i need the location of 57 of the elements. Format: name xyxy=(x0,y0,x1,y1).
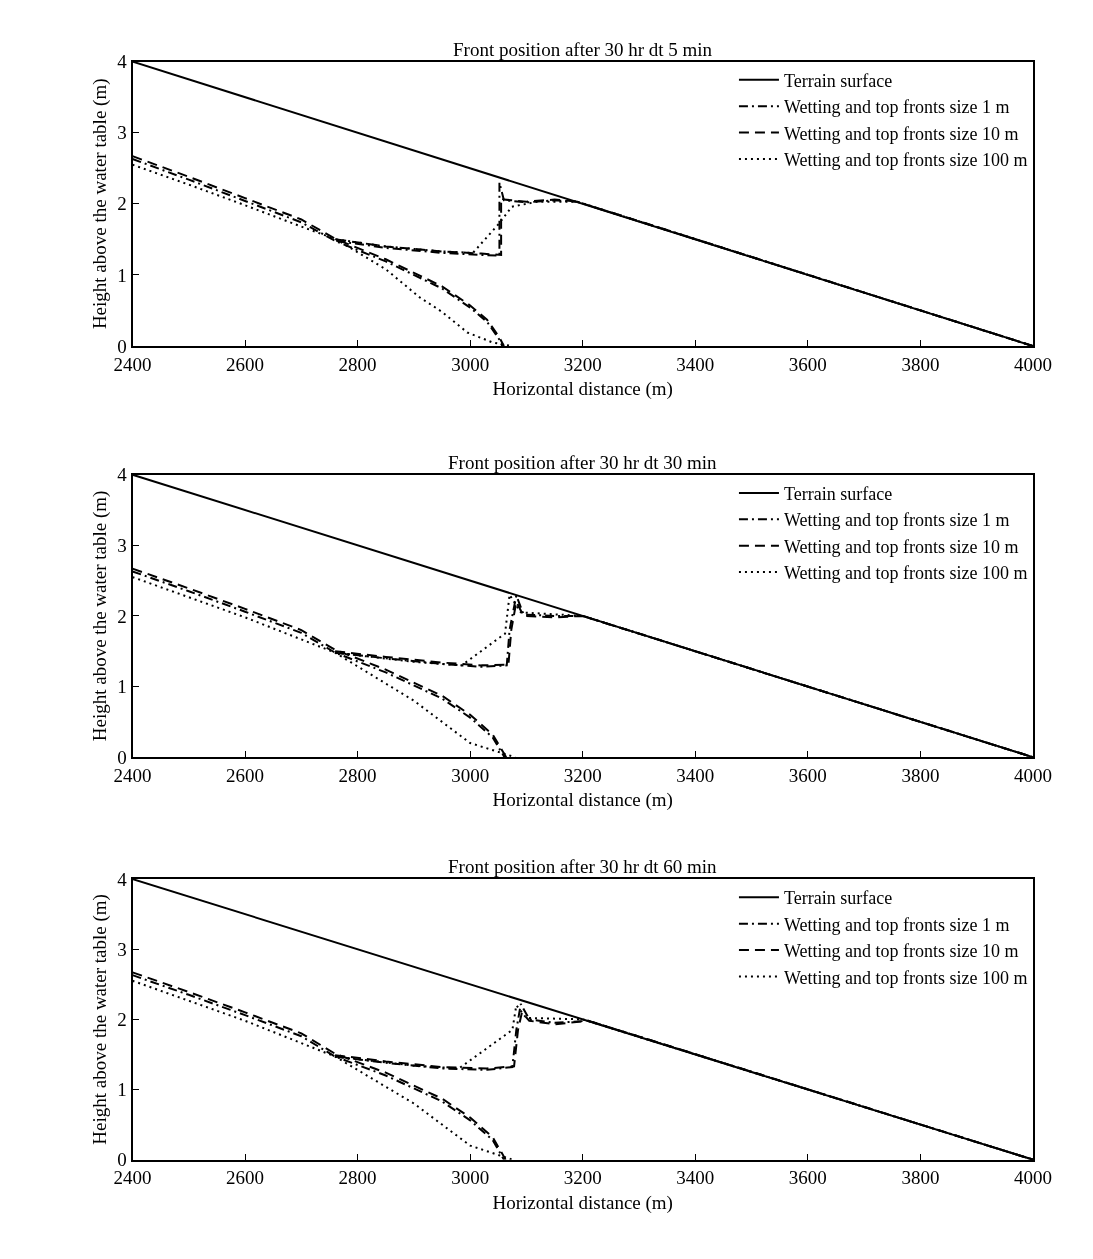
x-tick-label: 3600 xyxy=(788,764,827,786)
y-tick-label: 4 xyxy=(117,464,128,486)
legend-label: Wetting and top fronts size 100 m xyxy=(783,150,1028,171)
y-tick-label: 3 xyxy=(117,534,127,556)
legend-label: Terrain surface xyxy=(783,888,893,909)
y-axis-title: Height above the water table (m) xyxy=(88,490,111,742)
x-tick-label: 3200 xyxy=(563,1167,602,1189)
x-axis-title: Horizontal distance (m) xyxy=(492,378,673,401)
x-axis-title: Horizontal distance (m) xyxy=(492,1191,673,1214)
x-tick-label: 3600 xyxy=(788,1167,827,1189)
x-tick-label: 3000 xyxy=(451,1167,490,1189)
x-tick-label: 2800 xyxy=(338,764,377,786)
x-tick-label: 2600 xyxy=(226,1167,265,1189)
y-tick-label: 1 xyxy=(117,1079,127,1101)
legend-label: Wetting and top fronts size 1 m xyxy=(783,914,1010,935)
x-tick-label: 2800 xyxy=(338,1167,377,1189)
x-tick-label: 3200 xyxy=(563,764,602,786)
x-tick-label: 3800 xyxy=(901,353,940,375)
y-axis-title: Height above the water table (m) xyxy=(88,894,111,1145)
x-tick-label: 2600 xyxy=(226,353,265,375)
legend-label: Wetting and top fronts size 10 m xyxy=(783,941,1019,962)
y-tick-label: 2 xyxy=(117,1009,127,1031)
x-tick-label: 3800 xyxy=(901,764,940,786)
x-tick-label: 2600 xyxy=(226,764,265,786)
y-tick-label: 3 xyxy=(117,122,127,144)
y-tick-label: 1 xyxy=(117,264,127,286)
x-tick-label: 3800 xyxy=(901,1167,940,1189)
x-tick-label: 4000 xyxy=(1013,1167,1052,1189)
chart-title: Front position after 30 hr dt 5 min xyxy=(453,39,713,60)
x-tick-label: 3000 xyxy=(451,764,490,786)
y-tick-label: 4 xyxy=(117,868,128,890)
x-tick-label: 3200 xyxy=(563,353,602,375)
x-tick-label: 3400 xyxy=(676,1167,715,1189)
x-tick-label: 3600 xyxy=(788,353,827,375)
x-tick-label: 3400 xyxy=(676,353,715,375)
x-tick-label: 2800 xyxy=(338,353,377,375)
y-tick-label: 2 xyxy=(117,605,127,627)
y-tick-label: 4 xyxy=(117,51,128,73)
x-tick-label: 3400 xyxy=(676,764,715,786)
y-tick-label: 2 xyxy=(117,193,127,215)
y-tick-label: 3 xyxy=(117,938,127,960)
legend-label: Wetting and top fronts size 100 m xyxy=(783,563,1028,584)
chart-title: Front position after 30 hr dt 30 min xyxy=(448,452,718,473)
x-tick-label: 3000 xyxy=(451,353,490,375)
legend-label: Wetting and top fronts size 100 m xyxy=(783,967,1028,988)
x-axis-title: Horizontal distance (m) xyxy=(492,789,673,812)
y-tick-label: 1 xyxy=(117,676,127,698)
legend-label: Wetting and top fronts size 1 m xyxy=(783,510,1010,531)
legend-label: Wetting and top fronts size 10 m xyxy=(783,536,1019,557)
legend-label: Wetting and top fronts size 1 m xyxy=(783,97,1010,118)
x-tick-label: 4000 xyxy=(1013,764,1052,786)
legend-label: Terrain surface xyxy=(783,483,893,504)
chart-title: Front position after 30 hr dt 60 min xyxy=(448,856,718,877)
x-tick-label: 4000 xyxy=(1013,353,1052,375)
y-axis-title: Height above the water table (m) xyxy=(88,78,111,330)
legend-label: Terrain surface xyxy=(783,70,893,91)
legend-label: Wetting and top fronts size 10 m xyxy=(783,123,1019,144)
